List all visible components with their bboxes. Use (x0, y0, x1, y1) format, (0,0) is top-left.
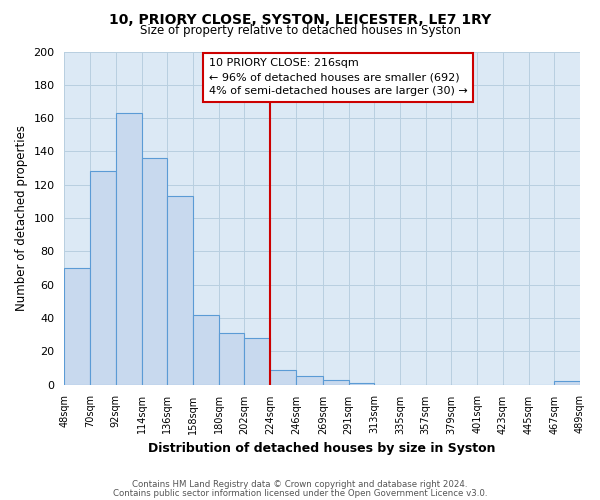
Bar (244, 338, 270, 384)
Bar (142, 158, 167, 384)
Bar (296, 376, 323, 384)
Bar (349, 383, 374, 384)
Text: 10, PRIORY CLOSE, SYSTON, LEICESTER, LE7 1RY: 10, PRIORY CLOSE, SYSTON, LEICESTER, LE7… (109, 12, 491, 26)
Bar (270, 370, 296, 384)
Bar (323, 380, 349, 384)
Bar (64, 268, 90, 384)
Bar (90, 172, 116, 384)
Y-axis label: Number of detached properties: Number of detached properties (15, 125, 28, 311)
Text: Size of property relative to detached houses in Syston: Size of property relative to detached ho… (139, 24, 461, 37)
Bar (116, 113, 142, 384)
X-axis label: Distribution of detached houses by size in Syston: Distribution of detached houses by size … (148, 442, 496, 455)
Text: Contains public sector information licensed under the Open Government Licence v3: Contains public sector information licen… (113, 489, 487, 498)
Bar (219, 333, 244, 384)
Bar (193, 314, 219, 384)
Bar (167, 196, 193, 384)
Text: 10 PRIORY CLOSE: 216sqm
← 96% of detached houses are smaller (692)
4% of semi-de: 10 PRIORY CLOSE: 216sqm ← 96% of detache… (209, 58, 467, 96)
Text: Contains HM Land Registry data © Crown copyright and database right 2024.: Contains HM Land Registry data © Crown c… (132, 480, 468, 489)
Bar (554, 381, 580, 384)
